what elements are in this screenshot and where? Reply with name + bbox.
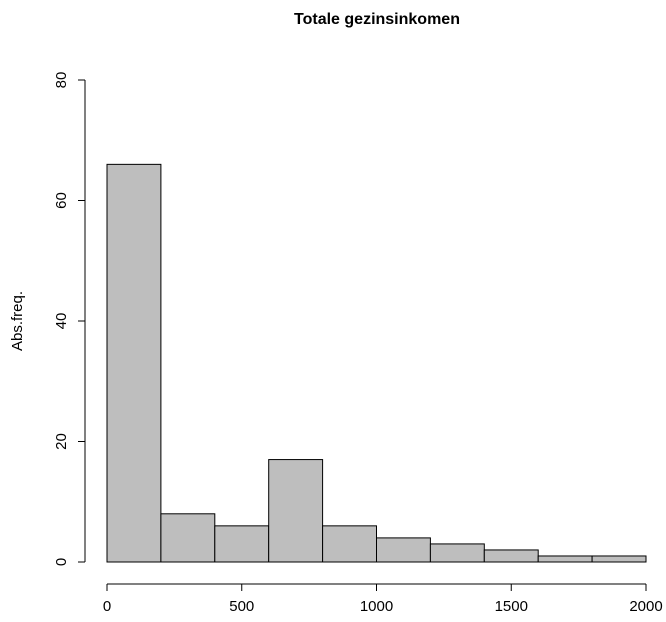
y-tick-label: 80 [53, 72, 70, 89]
bar [214, 525, 270, 563]
bar [591, 555, 647, 563]
x-tick-label: 2000 [629, 598, 662, 615]
bar [322, 525, 378, 563]
x-tick-label: 0 [103, 598, 111, 615]
chart-title: Totale gezinsinkomen [294, 11, 460, 28]
bar [268, 459, 324, 563]
bar [537, 555, 593, 563]
y-tick-label: 20 [53, 433, 70, 450]
x-tick-label: 1000 [360, 598, 393, 615]
bar [106, 163, 162, 563]
y-axis-label: Abs.freq. [9, 291, 26, 351]
y-tick-label: 40 [53, 313, 70, 330]
bar [483, 549, 539, 563]
y-tick-label: 60 [53, 192, 70, 209]
bar [429, 543, 485, 563]
x-tick-label: 1500 [495, 598, 528, 615]
y-tick-label: 0 [53, 558, 70, 566]
x-tick-label: 500 [229, 598, 254, 615]
bar [160, 513, 216, 563]
bar [376, 537, 431, 563]
